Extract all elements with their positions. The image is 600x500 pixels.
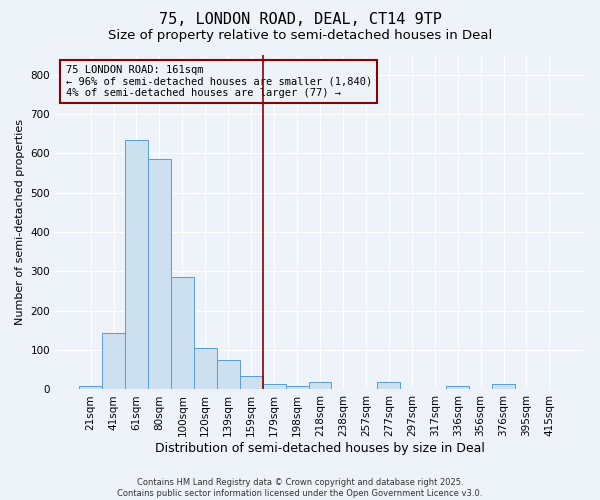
Bar (125, 140, 148, 390)
Bar (240, 376, 263, 390)
Y-axis label: Number of semi-detached properties: Number of semi-detached properties (15, 119, 25, 325)
Bar (217, 360, 240, 390)
Text: Contains HM Land Registry data © Crown copyright and database right 2025.
Contai: Contains HM Land Registry data © Crown c… (118, 478, 482, 498)
Text: 75 LONDON ROAD: 161sqm
← 96% of semi-detached houses are smaller (1,840)
4% of s: 75 LONDON ROAD: 161sqm ← 96% of semi-det… (65, 65, 372, 98)
Bar (446, 386, 469, 390)
Bar (286, 386, 308, 390)
X-axis label: Distribution of semi-detached houses by size in Deal: Distribution of semi-detached houses by … (155, 442, 485, 455)
Bar (102, 333, 125, 390)
Bar (308, 382, 331, 390)
Bar (171, 278, 194, 390)
Bar (263, 384, 286, 390)
Bar (194, 348, 217, 390)
Text: Size of property relative to semi-detached houses in Deal: Size of property relative to semi-detach… (108, 29, 492, 42)
Bar (377, 382, 400, 390)
Bar (492, 384, 515, 390)
Bar (148, 160, 171, 390)
Text: 75, LONDON ROAD, DEAL, CT14 9TP: 75, LONDON ROAD, DEAL, CT14 9TP (158, 12, 442, 28)
Bar (79, 386, 102, 390)
